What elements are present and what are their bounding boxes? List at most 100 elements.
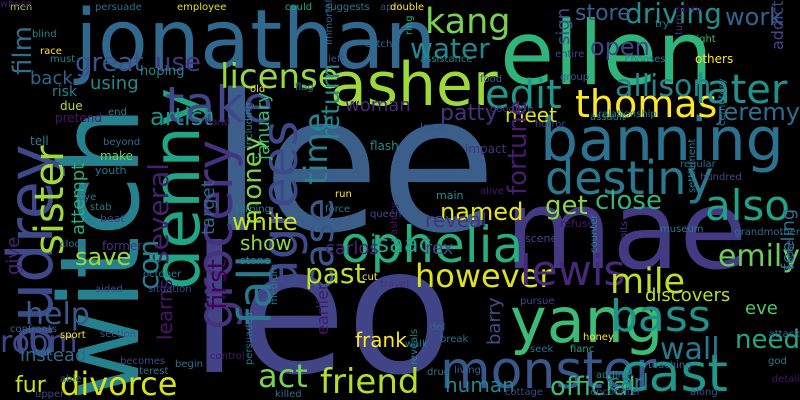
word-102: impact [465, 142, 507, 156]
word-67: fur [15, 373, 46, 398]
word-144: queen [370, 209, 402, 220]
word-189: persuaded [244, 311, 255, 365]
word-137: old [250, 84, 266, 95]
word-186: interest [130, 366, 169, 377]
word-35: act [258, 357, 308, 395]
word-24: friend [320, 362, 420, 400]
word-34: room [0, 325, 78, 360]
word-64: human [445, 373, 515, 397]
word-113: group [560, 72, 590, 83]
word-122: blind [32, 29, 57, 40]
word-96: make [100, 149, 133, 163]
word-76: rex [425, 238, 454, 259]
word-136: flag [295, 82, 314, 93]
word-147: travel [380, 279, 410, 290]
word-62: official [550, 372, 636, 400]
word-90: earlier [313, 283, 332, 335]
word-61: need [735, 325, 800, 355]
word-54: show [240, 231, 292, 255]
word-75: carlos [325, 238, 379, 259]
word-192: stab [90, 202, 112, 213]
word-40: work [725, 3, 784, 31]
word-49: past [305, 257, 366, 290]
word-88: addict [768, 0, 787, 50]
word-153: living [454, 365, 481, 376]
word-56: isaac [370, 230, 432, 258]
word-95: tell [30, 134, 49, 148]
word-172: counter [589, 214, 600, 253]
word-70: patty [440, 101, 498, 126]
word-11: destiny [545, 151, 714, 205]
word-155: seek [530, 344, 554, 355]
word-184: medium [269, 263, 280, 305]
word-89: target [198, 180, 219, 235]
word-128: suggests [325, 2, 370, 13]
word-3: jonathan [75, 0, 437, 88]
word-103: alive [480, 186, 504, 197]
word-129: april [380, 2, 403, 13]
word-6: asher [330, 50, 498, 120]
word-30: emily [717, 239, 800, 274]
word-173: pursue [520, 296, 555, 307]
word-145: ashley [389, 202, 400, 235]
word-25: divorce [60, 365, 178, 400]
word-115: entire [555, 49, 585, 60]
word-132: left [328, 54, 345, 65]
word-41: open [590, 33, 650, 61]
word-139: end [108, 107, 127, 118]
word-142: run [335, 189, 352, 200]
word-8: ophelia [340, 216, 524, 274]
word-156: fianc [570, 344, 595, 355]
word-109: assault [590, 112, 626, 123]
word-29: mile [610, 262, 686, 302]
word-60: reveal [425, 208, 488, 232]
word-183: clock [60, 239, 86, 250]
word-83: give [3, 236, 24, 275]
word-108: horror [535, 119, 566, 130]
word-43: allison [615, 69, 712, 104]
word-39: driving [625, 0, 722, 30]
word-167: admits [619, 220, 630, 255]
word-81: using [90, 73, 139, 94]
word-121: men [10, 2, 33, 13]
word-106: refuse [560, 217, 595, 230]
word-74: return [316, 63, 345, 140]
word-160: encounter [590, 387, 641, 398]
word-154: cottage [505, 387, 544, 398]
word-166: grandmother [734, 227, 800, 238]
word-63: carl [608, 371, 649, 396]
word-97: youth [95, 164, 127, 177]
word-165: house [785, 239, 796, 270]
word-15: cast [620, 344, 728, 400]
word-107: leave [420, 122, 448, 133]
word-68: instead [20, 345, 87, 366]
word-169: hundred [700, 172, 742, 183]
word-18: edit [485, 72, 562, 118]
word-55: white [232, 208, 298, 236]
word-1: leo [190, 211, 454, 400]
word-130: double [390, 2, 425, 13]
word-71: meet [505, 103, 557, 127]
word-28: lewis [520, 246, 626, 295]
word-98: beat [100, 212, 125, 225]
word-161: along [690, 387, 718, 398]
word-191: eye [78, 192, 97, 203]
word-79: eve [745, 298, 778, 319]
word-127: could [285, 2, 313, 13]
word-77: discovers [645, 285, 731, 306]
word-12: monster [440, 341, 657, 400]
word-177: salt [35, 347, 54, 358]
word-27: however [415, 257, 553, 295]
word-0: lee [210, 54, 497, 275]
word-58: get [545, 191, 588, 221]
word-135: ring [404, 15, 415, 35]
word-195: turning [235, 204, 271, 215]
word-116: party [675, 4, 702, 15]
word-159: teaching [648, 360, 692, 371]
word-178: aided [95, 284, 123, 295]
word-59: close [595, 186, 662, 216]
word-133: catch [365, 39, 393, 50]
word-66: frank [355, 328, 407, 352]
word-187: control [210, 351, 245, 362]
word-9: yang [510, 284, 664, 357]
